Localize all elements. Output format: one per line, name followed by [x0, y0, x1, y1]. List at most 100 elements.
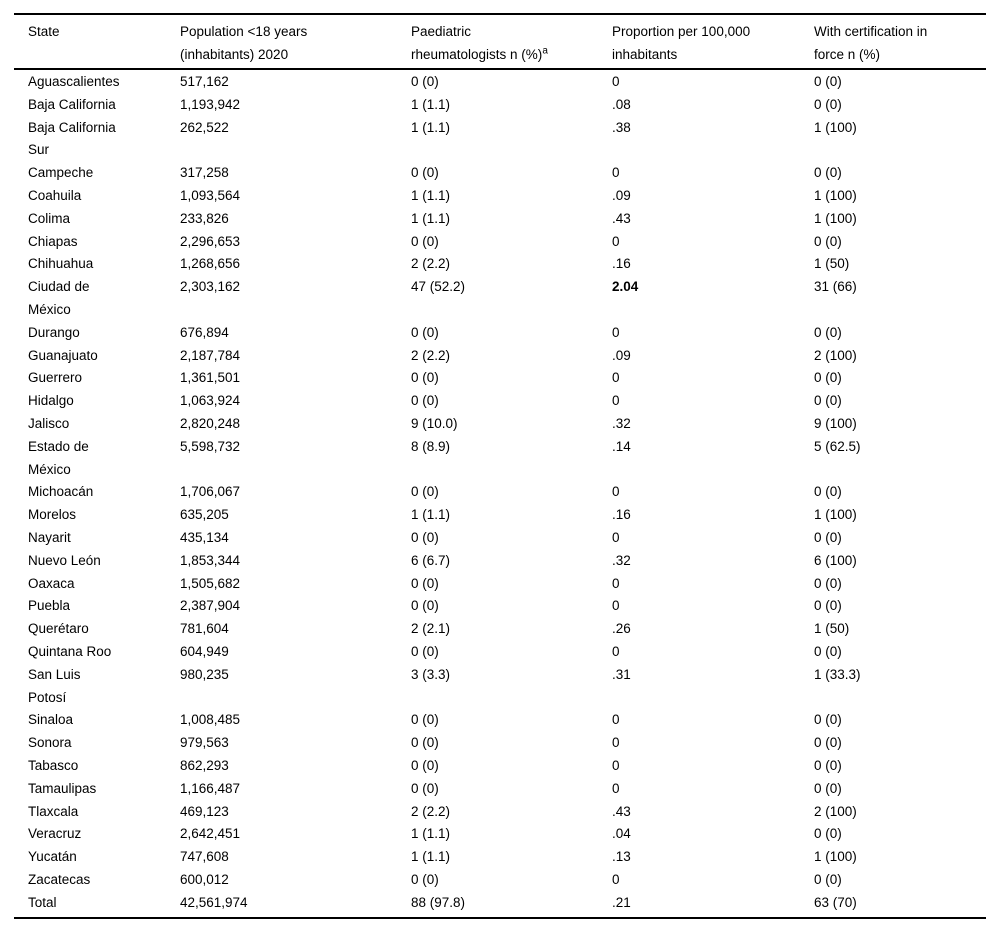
cell-rheumatologists: 2 (2.2) [411, 803, 451, 819]
cell-population: 42,561,974 [180, 894, 248, 910]
cell-rheumatologists: 0 (0) [411, 871, 439, 887]
cell-population: 2,296,653 [180, 233, 241, 249]
cell-population: 676,894 [180, 324, 229, 340]
cell-rheumatologists: 0 (0) [411, 757, 439, 773]
footnote-marker-a: a [542, 45, 548, 57]
cell-state: Zacatecas [28, 871, 91, 887]
cell-proportion: 0 [612, 735, 620, 751]
cell-rheumatologists: 0 (0) [411, 575, 439, 591]
cell-population: 1,505,682 [180, 575, 241, 591]
col-header-population: Population <18 years (inhabitants) 2020 [180, 14, 411, 70]
cell-proportion: .31 [612, 666, 631, 682]
cell-proportion: 0 [612, 757, 620, 773]
cell-certification: 1 (50) [814, 256, 850, 272]
cell-state: Puebla [28, 598, 71, 614]
cell-rheumatologists: 0 (0) [411, 370, 439, 386]
cell-state: Total [28, 894, 57, 910]
cell-population: 1,361,501 [180, 370, 241, 386]
cell-population: 1,008,485 [180, 712, 241, 728]
cell-population: 781,604 [180, 621, 229, 637]
cell-population: 600,012 [180, 871, 229, 887]
cell-state: Chihuahua [28, 256, 94, 272]
cell-rheumatologists: 2 (2.1) [411, 621, 451, 637]
cell-certification: 0 (0) [814, 598, 842, 614]
cell-population: 1,166,487 [180, 780, 241, 796]
cell-proportion: 0 [612, 598, 620, 614]
cell-population: 1,063,924 [180, 393, 241, 409]
table-row: Yucatán 747,608 1 (1.1) .13 1 (100) [14, 846, 986, 869]
cell-proportion: 0 [612, 74, 620, 89]
cell-proportion: .38 [612, 119, 631, 135]
cell-proportion: .09 [612, 187, 631, 203]
cell-certification: 0 (0) [814, 74, 842, 89]
cell-proportion: .43 [612, 803, 631, 819]
cell-population: 2,387,904 [180, 598, 241, 614]
cell-certification: 0 (0) [814, 393, 842, 409]
cell-proportion: .13 [612, 849, 631, 865]
cell-rheumatologists: 1 (1.1) [411, 826, 451, 842]
cell-proportion: 0 [612, 712, 620, 728]
cell-certification: 1 (50) [814, 621, 850, 637]
cell-population: 317,258 [180, 165, 229, 181]
cell-certification: 0 (0) [814, 233, 842, 249]
cell-state: Nayarit [28, 529, 71, 545]
cell-state: Ciudad de México [28, 279, 90, 317]
header-row: State Population <18 years (inhabitants)… [14, 14, 986, 70]
table-row: Sinaloa 1,008,485 0 (0) 0 0 (0) [14, 709, 986, 732]
cell-population: 604,949 [180, 643, 229, 659]
cell-proportion: 0 [612, 529, 620, 545]
cell-state: Hidalgo [28, 393, 74, 409]
cell-proportion: 2.04 [612, 279, 639, 295]
cell-rheumatologists: 6 (6.7) [411, 552, 451, 568]
table-row: Morelos 635,205 1 (1.1) .16 1 (100) [14, 504, 986, 527]
cell-rheumatologists: 2 (2.2) [411, 256, 451, 272]
cell-certification: 1 (100) [814, 210, 857, 226]
cell-rheumatologists: 0 (0) [411, 233, 439, 249]
cell-proportion: 0 [612, 871, 620, 887]
table-row: Guanajuato 2,187,784 2 (2.2) .09 2 (100) [14, 345, 986, 368]
table-row: Hidalgo 1,063,924 0 (0) 0 0 (0) [14, 390, 986, 413]
cell-rheumatologists: 1 (1.1) [411, 210, 451, 226]
table-row: Colima 233,826 1 (1.1) .43 1 (100) [14, 208, 986, 231]
cell-proportion: .14 [612, 438, 631, 454]
cell-population: 1,853,344 [180, 552, 241, 568]
cell-state: Morelos [28, 507, 77, 523]
col-header-rheumatologists: Paediatric rheumatologists n (%)a [411, 14, 612, 70]
state-rheumatologists-table: State Population <18 years (inhabitants)… [14, 13, 986, 920]
col-header-state: State [14, 14, 180, 70]
cell-state: Sonora [28, 735, 72, 751]
cell-certification: 9 (100) [814, 415, 857, 431]
table-row: Puebla 2,387,904 0 (0) 0 0 (0) [14, 595, 986, 618]
table-row: Estado de México 5,598,732 8 (8.9) .14 5 (62… [14, 436, 986, 482]
cell-certification: 0 (0) [814, 324, 842, 340]
cell-population: 5,598,732 [180, 438, 241, 454]
table-row: Ciudad de México 2,303,162 47 (52.2) 2.04 31… [14, 276, 986, 322]
cell-certification: 0 (0) [814, 484, 842, 500]
table-row: Campeche 317,258 0 (0) 0 0 (0) [14, 162, 986, 185]
cell-population: 980,235 [180, 666, 229, 682]
cell-population: 517,162 [180, 74, 229, 89]
cell-rheumatologists: 3 (3.3) [411, 666, 451, 682]
cell-population: 862,293 [180, 757, 229, 773]
cell-rheumatologists: 1 (1.1) [411, 187, 451, 203]
table-row: Veracruz 2,642,451 1 (1.1) .04 0 (0) [14, 823, 986, 846]
cell-certification: 0 (0) [814, 575, 842, 591]
cell-population: 1,706,067 [180, 484, 241, 500]
cell-state: San Luis Potosí [28, 666, 81, 705]
cell-certification: 6 (100) [814, 552, 857, 568]
table-row: Tabasco 862,293 0 (0) 0 0 (0) [14, 755, 986, 778]
table-row: Durango 676,894 0 (0) 0 0 (0) [14, 322, 986, 345]
table-row: Total 42,561,974 88 (97.8) .21 63 (70) [14, 892, 986, 919]
cell-population: 262,522 [180, 119, 229, 135]
cell-certification: 0 (0) [814, 96, 842, 112]
table-row: Nuevo León 1,853,344 6 (6.7) .32 6 (100) [14, 550, 986, 573]
cell-proportion: .16 [612, 507, 631, 523]
cell-certification: 0 (0) [814, 757, 842, 773]
cell-proportion: .08 [612, 96, 631, 112]
table-row: Chihuahua 1,268,656 2 (2.2) .16 1 (50) [14, 253, 986, 276]
cell-certification: 2 (100) [814, 347, 857, 363]
cell-certification: 0 (0) [814, 165, 842, 181]
table-row: Oaxaca 1,505,682 0 (0) 0 0 (0) [14, 573, 986, 596]
cell-certification: 0 (0) [814, 780, 842, 796]
col-header-rheumatologists-label: Paediatric rheumatologists n (%) [411, 24, 543, 62]
